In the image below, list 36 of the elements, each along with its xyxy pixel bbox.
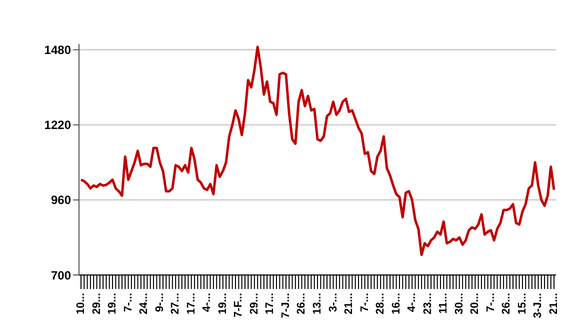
x-tick-label: 11... xyxy=(438,293,450,314)
x-tick-label: 10... xyxy=(75,293,87,314)
x-tick-label: 7-J... xyxy=(280,293,292,318)
x-tick-label: 3-J... xyxy=(532,293,544,318)
x-tick-label: 17... xyxy=(264,293,276,314)
y-tick-label: 1220 xyxy=(44,118,72,132)
y-tick-label: 700 xyxy=(50,268,72,282)
x-tick-label: 26... xyxy=(500,293,513,314)
x-tick-label: 7-F... xyxy=(232,293,245,318)
y-tick-label: 1480 xyxy=(44,43,72,58)
x-tick-label: 7-... xyxy=(122,293,134,312)
x-tick-label: 30... xyxy=(453,293,466,314)
x-tick-label: 19... xyxy=(106,293,119,314)
x-tick-label: 21... xyxy=(343,293,356,314)
x-tick-label: 3-... xyxy=(327,293,340,312)
y-tick-label: 960 xyxy=(50,193,72,208)
x-tick-label: 29... xyxy=(248,293,260,314)
x-tick-label: 29... xyxy=(90,293,103,314)
line-series xyxy=(80,46,556,256)
x-tick-label: 9-... xyxy=(154,293,166,312)
x-tick-label: 19... xyxy=(216,293,229,314)
x-tick-label: 7-... xyxy=(484,293,497,312)
x-tick-label: 20... xyxy=(469,293,482,314)
x-tick-label: 16... xyxy=(390,293,402,314)
x-tick-label: 26... xyxy=(296,293,308,314)
x-tick-label: 24... xyxy=(138,293,150,314)
x-tick-label: 21... xyxy=(548,293,560,314)
x-tick-label: 15... xyxy=(516,293,528,314)
x-tick-label: 4-... xyxy=(406,293,418,312)
x-tick-label: 28... xyxy=(374,293,387,314)
x-tick-label: 23... xyxy=(422,293,434,314)
x-tick-label: 4-... xyxy=(201,293,214,312)
x-tick-label: 13... xyxy=(312,293,324,314)
x-tick-label: 7-... xyxy=(358,293,371,312)
x-tick-label: 17... xyxy=(185,293,198,314)
x-tick-label: 27... xyxy=(170,293,182,314)
